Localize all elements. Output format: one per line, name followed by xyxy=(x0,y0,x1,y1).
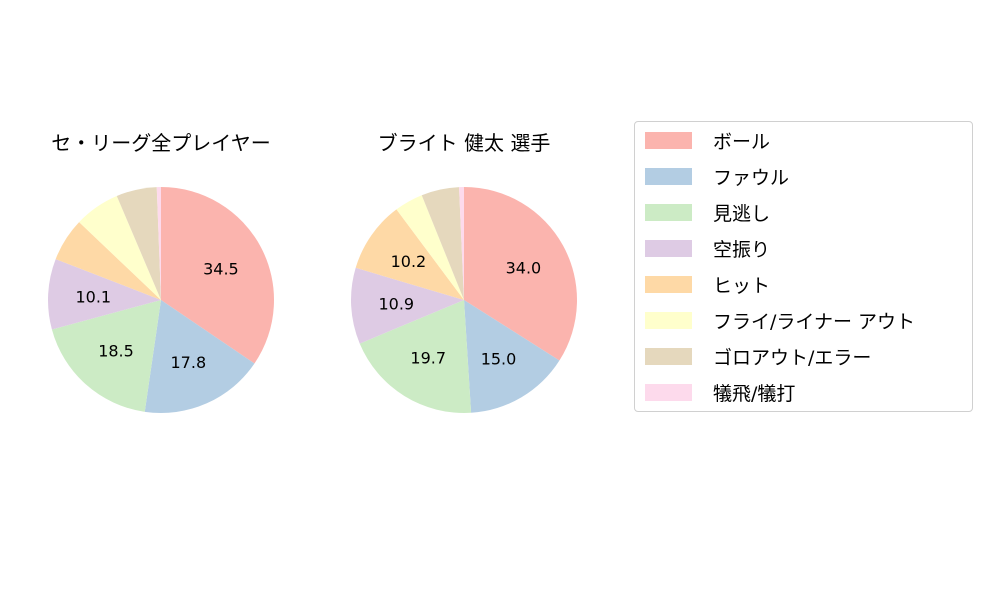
legend-swatch xyxy=(645,167,692,185)
pie-slice xyxy=(161,187,274,364)
slice-label: 10.2 xyxy=(391,252,427,271)
legend-swatch xyxy=(645,131,692,149)
legend-label: ボール xyxy=(713,130,771,153)
legend-item-foul: ファウル xyxy=(645,164,790,189)
pie-slice xyxy=(350,267,464,344)
slice-label: 34.5 xyxy=(203,259,239,278)
legend: ボール ファウル 見逃し 空振り ヒット フライ/ライナー アウト ゴロアウト/… xyxy=(634,121,973,412)
legend-label: 犠飛/犠打 xyxy=(713,382,796,405)
legend-swatch xyxy=(645,383,692,401)
legend-swatch xyxy=(645,239,692,257)
pie-slice xyxy=(47,259,161,330)
legend-item-ground-out-error: ゴロアウト/エラー xyxy=(645,344,872,369)
pie-slice xyxy=(51,300,161,412)
legend-label: ファウル xyxy=(713,166,790,189)
legend-item-ball: ボール xyxy=(645,128,771,153)
legend-item-sacrifice: 犠飛/犠打 xyxy=(645,380,796,405)
slice-label: 18.5 xyxy=(98,342,134,361)
pie-slice xyxy=(421,187,464,300)
left-pie-title: セ・リーグ全プレイヤー xyxy=(51,131,271,155)
legend-label: 空振り xyxy=(713,238,771,261)
legend-item-hit: ヒット xyxy=(645,272,771,297)
right-pie-title: ブライト 健太 選手 xyxy=(377,131,551,155)
pie-slice xyxy=(55,222,161,300)
pie-slice xyxy=(396,195,464,300)
pie-slice xyxy=(144,300,255,413)
pie-slice xyxy=(79,196,161,300)
pie-slice xyxy=(459,187,464,300)
slice-label: 10.9 xyxy=(378,295,414,314)
pie-slice xyxy=(156,187,161,300)
legend-swatch xyxy=(645,347,692,365)
slice-label: 19.7 xyxy=(410,349,446,368)
slice-label: 17.8 xyxy=(171,353,207,372)
legend-item-swinging-strike: 空振り xyxy=(645,236,771,261)
pie-slice xyxy=(355,209,464,300)
pie-slice xyxy=(359,300,472,413)
legend-swatch xyxy=(645,203,692,221)
legend-label: ゴロアウト/エラー xyxy=(713,346,872,369)
legend-label: ヒット xyxy=(713,274,771,297)
pie-slice xyxy=(464,300,560,413)
pie-slice xyxy=(116,187,161,300)
legend-swatch xyxy=(645,275,692,293)
legend-item-fly-liner-out: フライ/ライナー アウト xyxy=(645,308,916,333)
pie-slice xyxy=(464,187,577,361)
legend-item-called-strike: 見逃し xyxy=(645,200,771,225)
legend-label: 見逃し xyxy=(713,202,771,225)
slice-label: 34.0 xyxy=(506,258,542,277)
slice-label: 15.0 xyxy=(481,349,517,368)
legend-swatch xyxy=(645,311,692,329)
slice-label: 10.1 xyxy=(75,287,111,306)
legend-label: フライ/ライナー アウト xyxy=(713,310,916,333)
